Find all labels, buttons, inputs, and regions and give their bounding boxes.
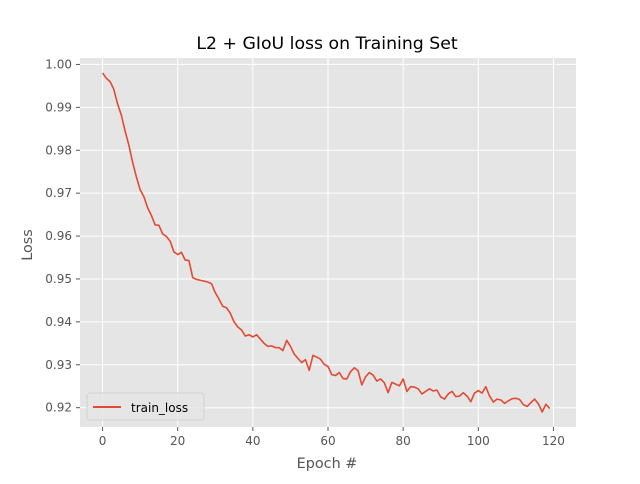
y-tick-label: 0.93 [45,358,72,372]
x-tick-label: 20 [170,434,185,448]
y-tick-label: 0.97 [45,186,72,200]
y-axis-label: Loss [20,229,36,261]
x-tick-label: 100 [467,434,490,448]
legend-box [86,392,205,421]
train-loss-line [101,72,551,413]
y-tick-label: 0.99 [45,100,72,114]
legend-label-train-loss: train_loss [131,401,188,415]
y-tick-label: 0.92 [45,401,72,415]
x-tick-label: 40 [245,434,260,448]
y-tick-label: 0.95 [45,272,72,286]
y-tick-label: 0.94 [45,315,72,329]
axis-ticks: 0 20 40 60 80 100 120 1.00 0.99 0.98 0.97 0.96 0.95 0… [45,57,565,448]
x-tick-label: 120 [542,434,565,448]
x-tick-label: 80 [396,434,411,448]
legend: train_loss [86,392,205,421]
x-axis-label: Epoch # [297,456,358,472]
y-tick-label: 1.00 [45,57,72,71]
grid-lines [80,58,576,427]
x-tick-label: 60 [320,434,335,448]
y-tick-label: 0.98 [45,143,72,157]
series-layer [101,72,551,413]
x-tick-label: 0 [99,434,107,448]
chart-title: L2 + GIoU loss on Training Set [196,34,457,54]
y-tick-label: 0.96 [45,229,72,243]
